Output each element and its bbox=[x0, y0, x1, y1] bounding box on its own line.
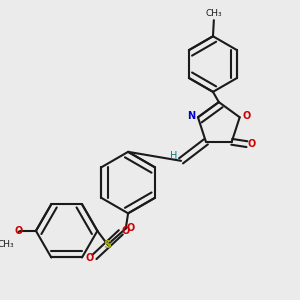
Text: O: O bbox=[248, 139, 256, 149]
Text: CH₃: CH₃ bbox=[0, 240, 14, 249]
Text: O: O bbox=[127, 223, 135, 232]
Text: O: O bbox=[85, 254, 94, 263]
Text: O: O bbox=[121, 226, 130, 236]
Text: N: N bbox=[188, 111, 196, 121]
Text: O: O bbox=[14, 226, 22, 236]
Text: H: H bbox=[170, 151, 177, 160]
Text: S: S bbox=[103, 240, 112, 250]
Text: O: O bbox=[242, 111, 250, 121]
Text: CH₃: CH₃ bbox=[206, 9, 222, 18]
